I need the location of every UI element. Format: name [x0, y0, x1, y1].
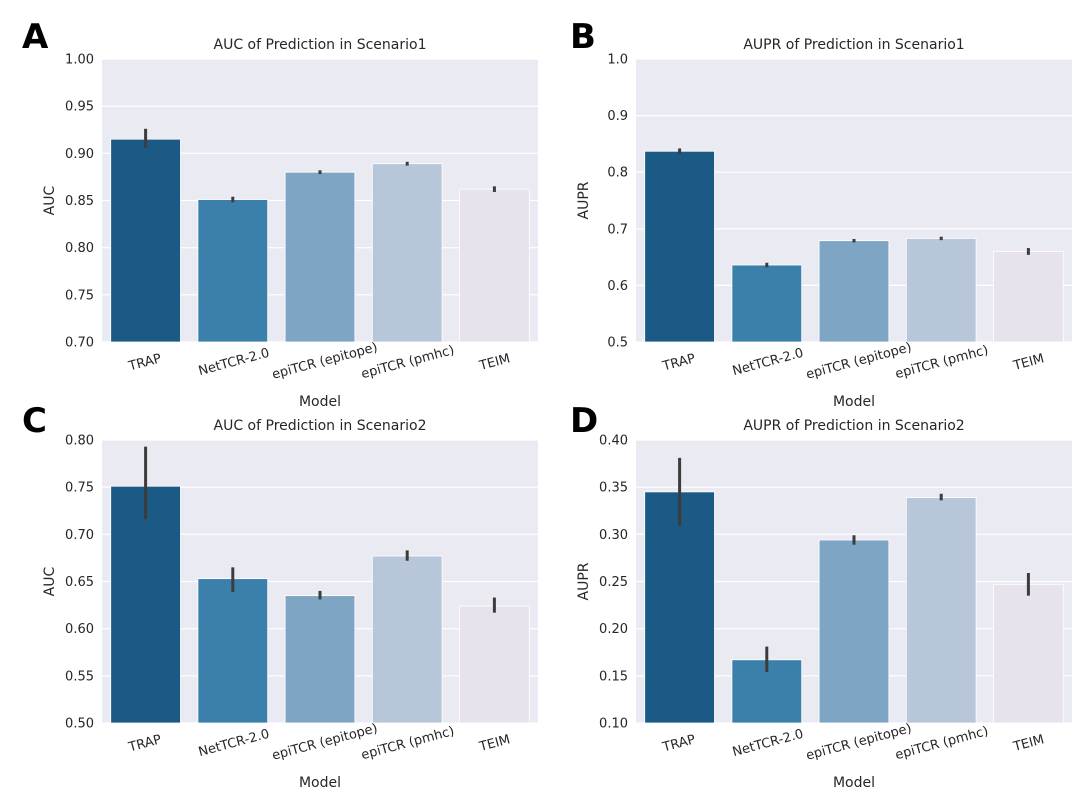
panel-label: B — [570, 17, 596, 57]
bar — [731, 264, 803, 343]
y-tick-label: 0.95 — [65, 100, 94, 115]
y-tick-label: 0.25 — [599, 575, 628, 590]
y-tick-label: 0.9 — [607, 109, 628, 124]
y-tick-label: 0.5 — [607, 336, 628, 351]
y-tick-label: 1.00 — [65, 53, 94, 68]
y-axis-label: AUPR — [576, 562, 592, 600]
x-tick-label: TEIM — [1011, 732, 1046, 755]
bar — [459, 605, 530, 724]
y-tick-label: 0.6 — [607, 279, 628, 294]
x-tick-label: TRAP — [660, 732, 697, 755]
y-tick-label: 0.70 — [65, 336, 94, 351]
chart-title: AUPR of Prediction in Scenario1 — [743, 37, 964, 53]
y-tick-label: 0.50 — [65, 717, 94, 732]
bar — [110, 138, 181, 343]
x-tick-label: TEIM — [1011, 351, 1046, 374]
bar — [905, 238, 977, 343]
y-tick-label: 0.8 — [607, 166, 628, 181]
bar — [993, 583, 1064, 724]
x-tick-label: TRAP — [126, 732, 163, 755]
x-axis-label: Model — [299, 394, 341, 410]
y-tick-label: 0.90 — [65, 147, 94, 162]
y-tick-label: 0.20 — [599, 622, 628, 637]
y-tick-label: 0.70 — [65, 528, 94, 543]
chart-panel-c: C 0.50 0.55 0.60 0.65 0.70 0.75 0.80 TRAP NetTCR-… — [22, 401, 538, 791]
bar — [371, 163, 443, 343]
x-tick-label: NetTCR-2.0 — [197, 346, 271, 379]
y-axis-label: AUC — [42, 185, 58, 215]
bar — [644, 491, 715, 724]
chart-panel-d: D 0.10 0.15 0.20 0.25 0.30 0.35 0.40 TRAP NetTCR-… — [570, 401, 1072, 791]
y-tick-label: 1.0 — [607, 53, 628, 68]
x-tick-label: TEIM — [477, 351, 512, 374]
x-tick-label: NetTCR-2.0 — [731, 346, 805, 379]
x-tick-label: TEIM — [477, 732, 512, 755]
y-tick-label: 0.60 — [65, 622, 94, 637]
chart-title: AUPR of Prediction in Scenario2 — [743, 418, 964, 434]
bar — [284, 171, 356, 343]
chart-panel-a: A 0.70 0.75 0.80 0.85 0.90 0.95 1.00 TRAP NetTCR-… — [22, 17, 538, 410]
x-axis-label: Model — [299, 775, 341, 791]
y-tick-label: 0.10 — [599, 717, 628, 732]
chart-title: AUC of Prediction in Scenario1 — [214, 37, 427, 53]
y-tick-label: 0.7 — [607, 222, 628, 237]
x-axis-label: Model — [833, 394, 875, 410]
x-axis-label: Model — [833, 775, 875, 791]
y-tick-label: 0.40 — [599, 434, 628, 449]
y-tick-label: 0.75 — [65, 481, 94, 496]
y-tick-label: 0.15 — [599, 669, 628, 684]
y-axis-label: AUC — [42, 566, 58, 596]
y-tick-label: 0.85 — [65, 194, 94, 209]
bar — [459, 188, 530, 343]
bar — [905, 497, 977, 724]
y-tick-label: 0.80 — [65, 241, 94, 256]
bar — [284, 595, 356, 724]
x-tick-label: TRAP — [126, 351, 163, 374]
y-tick-label: 0.75 — [65, 288, 94, 303]
x-tick-label: TRAP — [660, 351, 697, 374]
panel-label: D — [570, 401, 598, 441]
bar — [818, 539, 890, 724]
y-tick-label: 0.55 — [65, 669, 94, 684]
chart-title: AUC of Prediction in Scenario2 — [214, 418, 427, 434]
bar — [110, 485, 181, 724]
bar — [644, 150, 715, 343]
bar — [371, 555, 443, 724]
x-tick-label: NetTCR-2.0 — [731, 727, 805, 760]
bar — [197, 199, 269, 343]
y-tick-label: 0.35 — [599, 481, 628, 496]
y-axis-label: AUPR — [576, 181, 592, 219]
bar — [993, 251, 1064, 343]
y-tick-label: 0.80 — [65, 434, 94, 449]
panel-label: C — [22, 401, 47, 441]
panel-label: A — [22, 17, 49, 57]
x-tick-label: NetTCR-2.0 — [197, 727, 271, 760]
bar — [818, 240, 890, 343]
bar — [197, 578, 269, 724]
y-tick-label: 0.65 — [65, 575, 94, 590]
y-tick-label: 0.30 — [599, 528, 628, 543]
